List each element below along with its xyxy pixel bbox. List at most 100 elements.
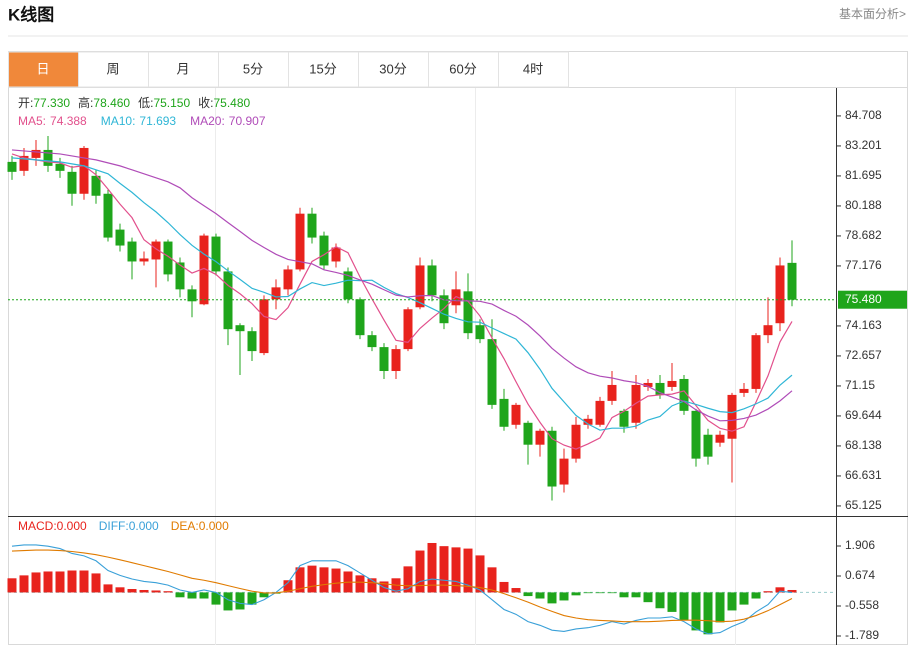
candle-body bbox=[319, 235, 329, 266]
candle-body bbox=[367, 335, 377, 348]
tab-button[interactable] bbox=[8, 51, 79, 88]
macd-bar bbox=[571, 592, 581, 596]
macd-bar bbox=[631, 592, 641, 598]
candle-body bbox=[499, 398, 509, 427]
legend-text: MA10: bbox=[101, 114, 136, 128]
legend-text: 收: bbox=[198, 96, 213, 110]
candle-body bbox=[679, 378, 689, 411]
y-tick-label: 65.125 bbox=[845, 498, 882, 512]
macd-bar bbox=[79, 570, 89, 593]
candle-body bbox=[619, 410, 629, 427]
ma-line bbox=[11, 157, 793, 431]
macd-bar bbox=[247, 592, 257, 605]
candle-body bbox=[523, 422, 533, 445]
y-tick-label: 81.695 bbox=[845, 168, 882, 182]
candle-body bbox=[67, 171, 77, 194]
last-price-label: 75.480 bbox=[845, 292, 882, 306]
tab-label[interactable]: 周 bbox=[106, 61, 119, 76]
candle-body bbox=[271, 287, 281, 300]
macd-bar bbox=[415, 550, 425, 593]
macd-bar bbox=[19, 575, 29, 593]
tab-button[interactable] bbox=[148, 51, 219, 88]
candle-body bbox=[391, 349, 401, 372]
macd-bar bbox=[619, 592, 629, 598]
candle-body bbox=[583, 418, 593, 425]
legend-text: 0.000 bbox=[57, 519, 87, 533]
macd-bar bbox=[331, 568, 341, 593]
candle-body bbox=[55, 163, 65, 171]
candle-body bbox=[691, 410, 701, 459]
macd-bar bbox=[283, 580, 293, 593]
tab-label[interactable]: 15分 bbox=[309, 61, 336, 76]
macd-bar bbox=[235, 592, 245, 610]
candle-body bbox=[763, 325, 773, 336]
candle-body bbox=[79, 147, 89, 194]
legend-text: 78.460 bbox=[93, 96, 130, 110]
tab-label[interactable]: 月 bbox=[176, 61, 189, 76]
y-tick-label: -1.789 bbox=[845, 628, 879, 642]
macd-bar bbox=[31, 572, 41, 593]
legend-text: 75.480 bbox=[213, 96, 250, 110]
candle-body bbox=[115, 229, 125, 246]
legend-text: 开: bbox=[18, 96, 33, 110]
candle-body bbox=[127, 241, 137, 262]
candle-body bbox=[667, 380, 677, 387]
tab-label[interactable]: 4时 bbox=[523, 61, 543, 76]
tab-label[interactable]: 日 bbox=[36, 61, 49, 76]
candle-body bbox=[487, 339, 497, 405]
y-tick-label: 68.138 bbox=[845, 438, 882, 452]
macd-bar bbox=[583, 592, 593, 594]
macd-bar bbox=[475, 555, 485, 593]
macd-bar bbox=[679, 592, 689, 621]
macd-bar bbox=[643, 592, 653, 603]
legend-text: 74.388 bbox=[50, 114, 87, 128]
legend-text: 77.330 bbox=[33, 96, 70, 110]
y-tick-label: 84.708 bbox=[845, 108, 882, 122]
macd-bar bbox=[103, 584, 113, 593]
candle-body bbox=[163, 241, 173, 275]
legend-text: DEA: bbox=[171, 519, 199, 533]
y-tick-label: 69.644 bbox=[845, 408, 882, 422]
y-tick-label: 0.674 bbox=[845, 568, 875, 582]
y-tick-label: 72.657 bbox=[845, 348, 882, 362]
candle-body bbox=[103, 193, 113, 238]
candle-body bbox=[355, 299, 365, 336]
candle-body bbox=[775, 265, 785, 324]
tab-label[interactable]: 5分 bbox=[243, 61, 263, 76]
candle-body bbox=[595, 400, 605, 425]
macd-bar bbox=[403, 566, 413, 593]
y-tick-label: 77.176 bbox=[845, 258, 882, 272]
tab-button[interactable] bbox=[288, 51, 359, 88]
macd-bar bbox=[211, 592, 221, 605]
macd-bar bbox=[367, 578, 377, 593]
y-tick-label: -0.558 bbox=[845, 598, 879, 612]
candle-body bbox=[199, 235, 209, 305]
candle-body bbox=[379, 347, 389, 372]
macd-bar bbox=[307, 565, 317, 593]
tab-label[interactable]: 30分 bbox=[379, 61, 406, 76]
legend-text: MA20: bbox=[190, 114, 225, 128]
macd-bar bbox=[775, 587, 785, 593]
macd-bar bbox=[763, 591, 773, 593]
candle-body bbox=[403, 309, 413, 350]
macd-bar bbox=[703, 592, 713, 635]
macd-bar bbox=[295, 567, 305, 593]
ma-line bbox=[11, 153, 793, 450]
page-title: K线图 bbox=[8, 4, 54, 24]
candle-body bbox=[607, 384, 617, 401]
fundamental-link[interactable]: 基本面分析> bbox=[839, 7, 906, 21]
tab-label[interactable]: 60分 bbox=[449, 61, 476, 76]
candle-body bbox=[739, 388, 749, 393]
macd-bar bbox=[427, 542, 437, 593]
macd-bar bbox=[787, 589, 797, 593]
macd-bar bbox=[319, 567, 329, 593]
macd-bar bbox=[7, 578, 17, 593]
candle-body bbox=[559, 458, 569, 485]
macd-bar bbox=[43, 571, 53, 593]
tab-button[interactable] bbox=[78, 51, 149, 88]
y-tick-label: 1.906 bbox=[845, 538, 875, 552]
tab-button[interactable] bbox=[498, 51, 569, 88]
candle-body bbox=[31, 149, 41, 158]
macd-bar bbox=[511, 588, 521, 593]
candle-body bbox=[7, 161, 17, 172]
